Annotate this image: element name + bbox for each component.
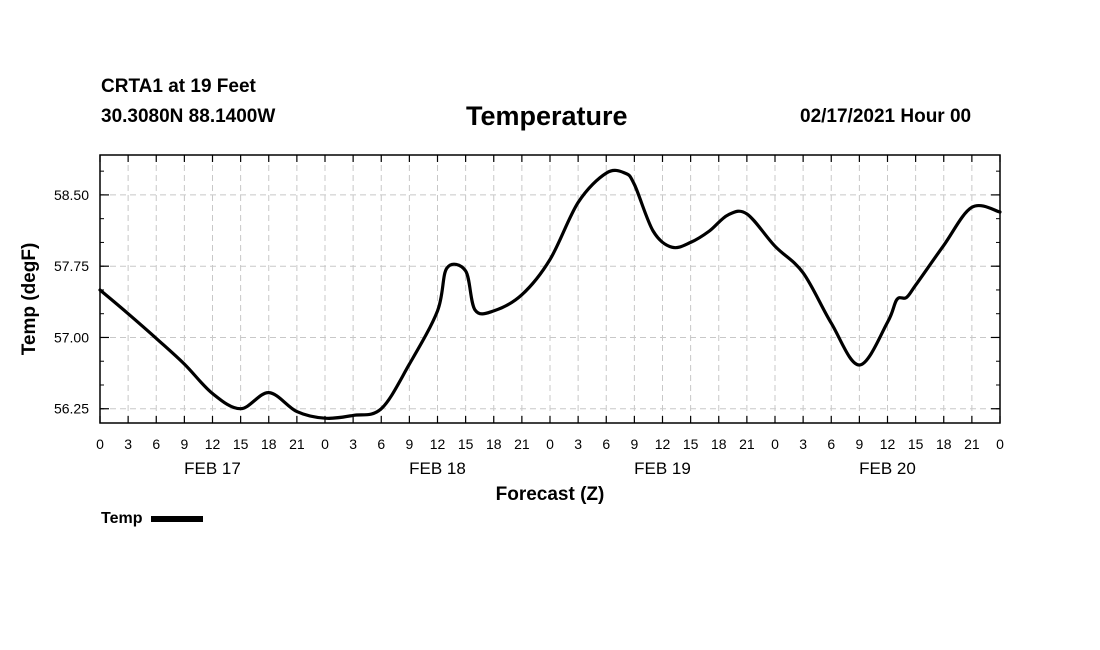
legend-swatch-temp [151,516,204,522]
x-tick-label: 3 [124,436,132,452]
x-tick-label: 0 [96,436,104,452]
x-tick-label: 12 [880,436,896,452]
y-tick-label: 57.00 [54,329,89,345]
x-tick-label: 12 [655,436,671,452]
station-name: CRTA1 at 19 Feet [101,76,256,97]
x-tick-label: 21 [289,436,305,452]
forecast-datetime: 02/17/2021 Hour 00 [800,106,972,127]
x-tick-label: 6 [602,436,610,452]
x-tick-label: 0 [996,436,1004,452]
x-tick-label: 12 [430,436,446,452]
y-tick-label: 56.25 [54,401,89,417]
x-tick-label: 6 [377,436,385,452]
date-label: FEB 19 [634,459,691,478]
station-coordinates: 30.3080N 88.1400W [101,106,276,127]
x-tick-label: 9 [180,436,188,452]
x-axis-title: Forecast (Z) [496,484,605,505]
temp-series-line [98,168,1002,420]
x-tick-label: 6 [827,436,835,452]
legend: Temp [101,510,204,528]
x-tick-label: 3 [349,436,357,452]
legend-label-temp: Temp [101,510,143,527]
chart-title: Temperature [466,101,628,131]
x-tick-label: 12 [205,436,221,452]
y-axis-title: Temp (degF) [19,243,40,356]
grid-lines [100,155,1000,423]
date-label: FEB 18 [409,459,466,478]
x-tick-label: 9 [630,436,638,452]
x-tick-label: 18 [486,436,502,452]
x-tick-label: 15 [908,436,924,452]
x-tick-label: 18 [261,436,277,452]
y-tick-label: 57.75 [54,258,89,274]
x-tick-label: 18 [936,436,952,452]
x-tick-label: 18 [711,436,727,452]
x-tick-label: 9 [855,436,863,452]
x-tick-label: 9 [405,436,413,452]
y-tick-label: 58.50 [54,187,89,203]
date-label: FEB 20 [859,459,916,478]
x-tick-label: 15 [233,436,249,452]
x-tick-label: 15 [458,436,474,452]
x-tick-label: 0 [546,436,554,452]
x-tick-label: 21 [964,436,980,452]
x-tick-label: 0 [771,436,779,452]
axis-labels: 0 3 6 9 12 15 18 21 0 3 6 9 12 15 18 21 0 3 6 9 12 15 18 21 0 3 6 9… [54,187,1004,478]
x-tick-label: 3 [799,436,807,452]
x-tick-label: 21 [739,436,755,452]
x-tick-label: 0 [321,436,329,452]
date-label: FEB 17 [184,459,241,478]
x-tick-label: 6 [152,436,160,452]
x-tick-label: 3 [574,436,582,452]
x-tick-label: 15 [683,436,699,452]
x-tick-label: 21 [514,436,530,452]
